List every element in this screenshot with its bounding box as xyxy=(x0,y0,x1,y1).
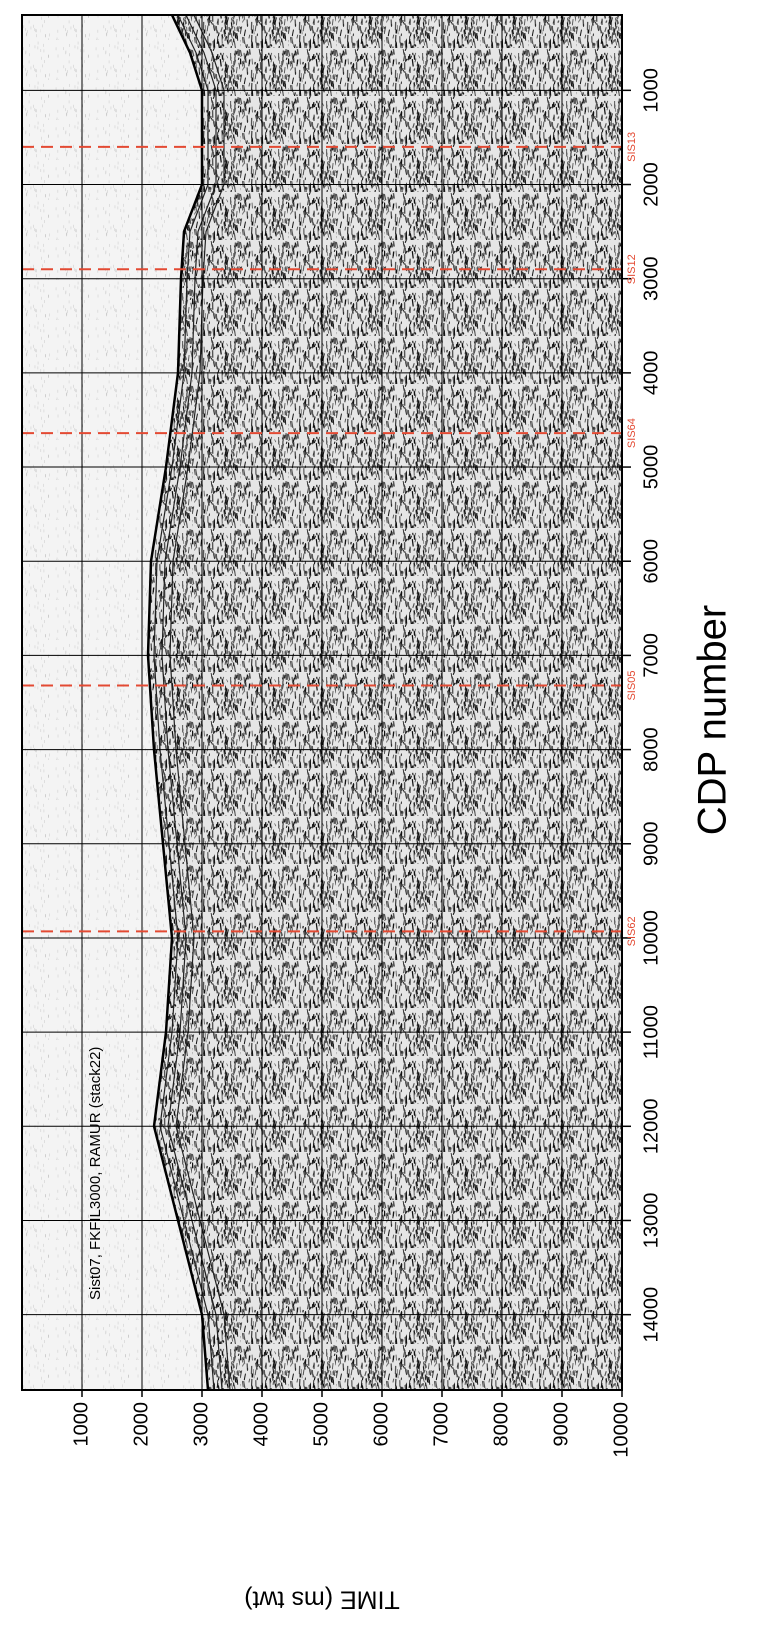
annotation: Sist07, FKFIL3000, RAMUR (stack22) xyxy=(87,1047,104,1300)
x-tick-label: 6000 xyxy=(640,539,662,584)
y-tick-label: 4000 xyxy=(250,1402,272,1447)
y-tick-label: 5000 xyxy=(310,1402,332,1447)
x-tick-label: 12000 xyxy=(640,1098,662,1154)
y-tick-label: 7000 xyxy=(430,1402,452,1447)
seismic-texture xyxy=(148,15,622,1390)
well-marker-label: SIS05 xyxy=(626,671,638,701)
x-tick-label: 11000 xyxy=(640,1005,662,1059)
x-tick-label: 10000 xyxy=(640,910,662,966)
x-tick-label: 8000 xyxy=(640,727,662,772)
well-marker-label: SIS12 xyxy=(626,254,638,284)
y-tick-label: 1000 xyxy=(70,1402,92,1447)
x-tick-label: 5000 xyxy=(640,445,662,490)
x-tick-label: 2000 xyxy=(640,162,662,207)
x-tick-label: 13000 xyxy=(640,1193,662,1249)
well-marker-label: SIS13 xyxy=(626,132,638,162)
y-tick-label: 6000 xyxy=(370,1402,392,1447)
y-tick-label: 8000 xyxy=(490,1402,512,1447)
plot-frame xyxy=(21,14,623,1391)
y-tick-label: 9000 xyxy=(550,1402,572,1447)
x-tick-label: 4000 xyxy=(640,351,662,396)
x-tick-label: 3000 xyxy=(640,256,662,301)
seafloor-horizon xyxy=(146,14,210,1391)
y-axis-title: TIME (ms twt) xyxy=(244,1585,400,1613)
x-tick-label: 7000 xyxy=(640,633,662,678)
well-marker-label: SIS62 xyxy=(626,916,638,946)
y-tick-label: 3000 xyxy=(190,1402,212,1447)
x-axis-title: CDP number xyxy=(691,605,735,835)
x-tick-label: 9000 xyxy=(640,822,662,867)
y-tick-label: 10000 xyxy=(610,1402,632,1458)
well-marker-label: SIS64 xyxy=(626,418,638,448)
y-tick-label: 2000 xyxy=(130,1402,152,1447)
x-tick-label: 1000 xyxy=(640,68,662,113)
x-tick-label: 14000 xyxy=(640,1287,662,1343)
